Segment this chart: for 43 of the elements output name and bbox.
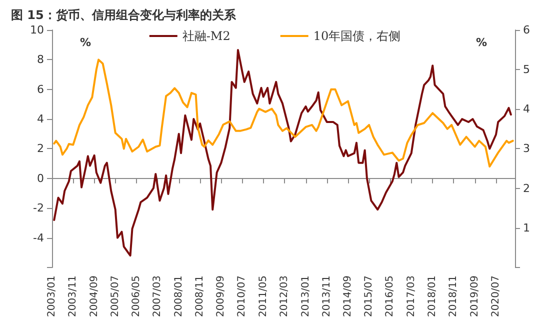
y2-tick-label: 5 bbox=[523, 63, 530, 76]
x-tick-label: 2007/03 bbox=[152, 275, 164, 318]
chart-title: 图 15：货币、信用组合变化与利率的关系 bbox=[11, 8, 237, 22]
y-tick-label: 10 bbox=[30, 24, 44, 36]
x-tick-label: 2013/11 bbox=[321, 275, 332, 318]
y-axis-title: % bbox=[80, 36, 92, 49]
x-tick-label: 2016/05 bbox=[384, 275, 396, 318]
legend-label: 社融-M2 bbox=[182, 29, 230, 43]
x-tick-label: 2019/09 bbox=[469, 275, 480, 318]
y2-tick-label: 6 bbox=[523, 24, 530, 36]
x-tick-label: 2009/09 bbox=[216, 275, 227, 318]
x-tick-label: 2006/05 bbox=[130, 275, 142, 318]
x-tick-label: 2010/07 bbox=[236, 275, 248, 318]
y-tick-label: 8 bbox=[37, 53, 44, 66]
x-tick-label: 2020/07 bbox=[490, 275, 502, 318]
x-tick-label: 2012/03 bbox=[279, 275, 290, 318]
x-tick-label: 2018/01 bbox=[427, 275, 438, 318]
x-tick-label: 2003/11 bbox=[68, 275, 79, 318]
x-tick-label: 2004/09 bbox=[88, 275, 100, 318]
y-tick-label: 0 bbox=[37, 172, 44, 185]
x-tick-label: 2017/03 bbox=[406, 275, 417, 318]
x-tick-label: 2003/01 bbox=[46, 275, 58, 318]
y2-axis-title: % bbox=[476, 36, 487, 49]
y-tick-label: -4 bbox=[33, 231, 44, 244]
y2-tick-label: 2 bbox=[523, 182, 530, 195]
y-tick-label: -2 bbox=[33, 202, 44, 215]
y2-tick-label: 3 bbox=[523, 142, 530, 156]
legend-label: 10年国债，右侧 bbox=[313, 29, 401, 43]
y-tick-label: 6 bbox=[37, 82, 44, 96]
x-tick-label: 2013/01 bbox=[300, 275, 312, 318]
x-tick-label: 2008/01 bbox=[173, 275, 184, 318]
x-tick-label: 2018/11 bbox=[448, 275, 460, 318]
x-tick-label: 2015/07 bbox=[364, 275, 375, 318]
y2-tick-label: 4 bbox=[523, 102, 530, 116]
y-tick-label: 4 bbox=[37, 112, 44, 126]
y-tick-label: 2 bbox=[37, 142, 44, 156]
y2-tick-label: 1 bbox=[523, 221, 530, 234]
x-tick-label: 2008/11 bbox=[194, 275, 206, 318]
x-tick-label: 2005/07 bbox=[110, 275, 121, 318]
x-tick-label: 2011/05 bbox=[258, 275, 269, 318]
line-series bbox=[53, 49, 512, 257]
x-tick-label: 2014/09 bbox=[342, 275, 354, 318]
line-series bbox=[53, 58, 514, 168]
